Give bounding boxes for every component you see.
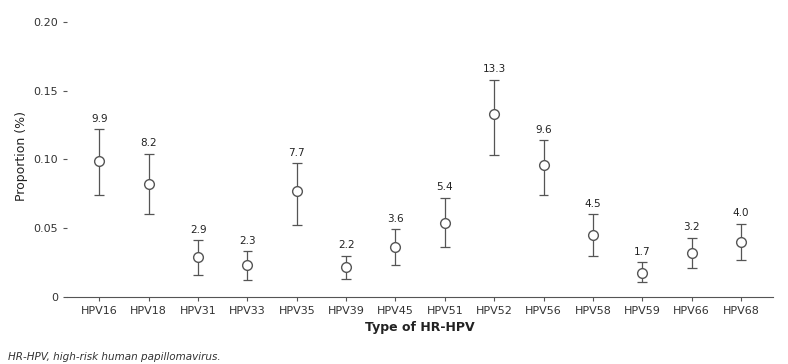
Text: 7.7: 7.7: [288, 148, 305, 158]
Text: 9.6: 9.6: [535, 124, 552, 135]
Text: 13.3: 13.3: [482, 64, 506, 74]
Text: 8.2: 8.2: [140, 138, 157, 149]
Text: 3.2: 3.2: [683, 222, 700, 232]
X-axis label: Type of HR-HPV: Type of HR-HPV: [366, 321, 475, 335]
Text: 1.7: 1.7: [634, 247, 651, 257]
Y-axis label: Proportion (%): Proportion (%): [15, 111, 28, 201]
Text: 9.9: 9.9: [91, 114, 108, 124]
Text: 2.2: 2.2: [338, 240, 355, 250]
Text: HR-HPV, high-risk human papillomavirus.: HR-HPV, high-risk human papillomavirus.: [8, 352, 221, 362]
Text: 4.0: 4.0: [733, 209, 749, 218]
Text: 4.5: 4.5: [585, 199, 601, 209]
Text: 2.9: 2.9: [190, 225, 206, 235]
Text: 3.6: 3.6: [387, 214, 403, 224]
Text: 5.4: 5.4: [437, 182, 453, 192]
Text: 2.3: 2.3: [239, 236, 256, 246]
